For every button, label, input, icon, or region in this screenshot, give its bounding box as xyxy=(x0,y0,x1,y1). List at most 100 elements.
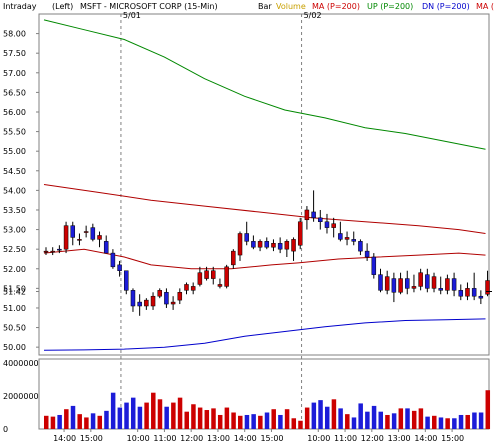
price-tick-label: 51.42 xyxy=(3,288,26,297)
volume-bar xyxy=(124,402,129,429)
chart-title: MSFT - MICROSOFT CORP (15-Min) xyxy=(80,2,218,11)
candle-body xyxy=(485,280,490,295)
price-tick-label: 58.00 xyxy=(3,30,26,39)
volume-bar xyxy=(405,408,410,429)
volume-bar xyxy=(411,410,417,429)
volume-bar xyxy=(284,409,290,429)
candle-body xyxy=(177,292,183,301)
volume-bar xyxy=(50,416,56,429)
candlesticks xyxy=(43,190,492,316)
volume-bar xyxy=(311,402,317,429)
volume-bar xyxy=(177,397,183,429)
candle-body xyxy=(438,288,443,291)
indicator-lines xyxy=(43,19,486,351)
price-tick-label: 52.00 xyxy=(3,265,26,274)
lower-band-line xyxy=(43,318,486,351)
candle-body xyxy=(90,227,96,240)
time-tick-label: 14:00 xyxy=(414,434,437,443)
volume-bar xyxy=(351,417,357,429)
volume-bar xyxy=(345,414,350,429)
candle-body xyxy=(190,286,196,291)
price-tick-label: 57.00 xyxy=(3,69,26,78)
time-tick-label: 14:00 xyxy=(53,434,76,443)
volume-bar xyxy=(231,412,236,429)
legend-lower-band: DN (P=200) xyxy=(422,2,470,11)
candle-body xyxy=(211,270,216,279)
candle-body xyxy=(237,233,243,256)
candle-body xyxy=(478,295,484,299)
candle-body xyxy=(358,241,363,252)
volume-bar xyxy=(458,414,464,429)
candle-body xyxy=(110,252,116,268)
volume-bar xyxy=(298,420,303,429)
volume-bar xyxy=(371,405,377,429)
volume-bar xyxy=(110,392,116,429)
candle-body xyxy=(224,266,229,287)
candle-body xyxy=(144,299,149,307)
candle-body xyxy=(451,278,457,291)
volume-bar xyxy=(90,413,96,429)
price-tick-label: 54.00 xyxy=(3,186,26,195)
candle-body xyxy=(264,241,270,248)
candle-body xyxy=(137,301,142,307)
candle-body xyxy=(150,295,156,307)
candle-body xyxy=(251,241,256,248)
volume-bar xyxy=(478,412,484,429)
legend-volume: Volume xyxy=(276,2,306,11)
candle-body xyxy=(77,239,82,241)
volume-bar xyxy=(385,414,390,429)
volume-bar xyxy=(472,412,477,429)
candle-body xyxy=(63,225,69,250)
time-tick-label: 12:00 xyxy=(180,434,203,443)
volume-bar xyxy=(465,414,470,429)
volume-bar xyxy=(485,390,491,429)
price-tick-label: 51.50 xyxy=(3,284,26,293)
volume-bar xyxy=(137,406,143,429)
volume-bar xyxy=(151,392,156,429)
volume-tick-label: 4000000 xyxy=(3,359,39,368)
price-panel xyxy=(38,13,490,356)
candle-body xyxy=(83,231,89,233)
candle-body xyxy=(217,284,223,287)
candle-body xyxy=(405,278,410,289)
volume-bar xyxy=(84,417,89,429)
volume-bar xyxy=(244,414,250,429)
candle-body xyxy=(291,239,296,252)
candle-body xyxy=(411,286,417,289)
time-axis: 14:00 15:00 10:00 11:00 12:00 13:00 14:00 15:00… xyxy=(53,429,464,443)
candle-body xyxy=(70,225,76,238)
volume-bar xyxy=(164,406,169,429)
candle-body xyxy=(271,243,276,248)
volume-bar xyxy=(304,407,310,429)
date-marker-label: 5/02 xyxy=(304,11,322,20)
date-marker-label: 5/01 xyxy=(123,11,141,20)
volume-bar xyxy=(264,412,270,429)
candle-body xyxy=(471,288,477,297)
time-tick-label: 11:00 xyxy=(153,434,176,443)
volume-bar xyxy=(217,414,223,429)
volume-bar xyxy=(365,411,370,429)
candle-body xyxy=(445,278,450,291)
volume-bar xyxy=(211,408,216,429)
candle-body xyxy=(50,250,55,253)
candle-body xyxy=(43,250,49,253)
candle-body xyxy=(418,272,423,287)
volume-bar xyxy=(324,406,330,429)
candle-body xyxy=(231,250,236,266)
price-tick-label: 52.50 xyxy=(3,245,26,254)
price-tick-label: 56.00 xyxy=(3,108,26,117)
candle-body xyxy=(204,270,209,279)
price-tick-label: 56.50 xyxy=(3,88,26,97)
candle-body xyxy=(398,278,403,293)
volume-bar xyxy=(358,403,363,429)
candle-body xyxy=(371,256,377,275)
candle-body xyxy=(130,290,136,307)
price-axis: 58.00 57.50 57.00 56.50 56.00 55.50 55.00 54.50… xyxy=(3,30,39,352)
candle-body xyxy=(324,221,330,228)
legend-ma: MA (P=200) xyxy=(312,2,360,11)
candle-body xyxy=(431,276,437,289)
volume-bar xyxy=(378,411,383,429)
volume-bar xyxy=(238,415,243,429)
volume-bar xyxy=(432,415,437,429)
